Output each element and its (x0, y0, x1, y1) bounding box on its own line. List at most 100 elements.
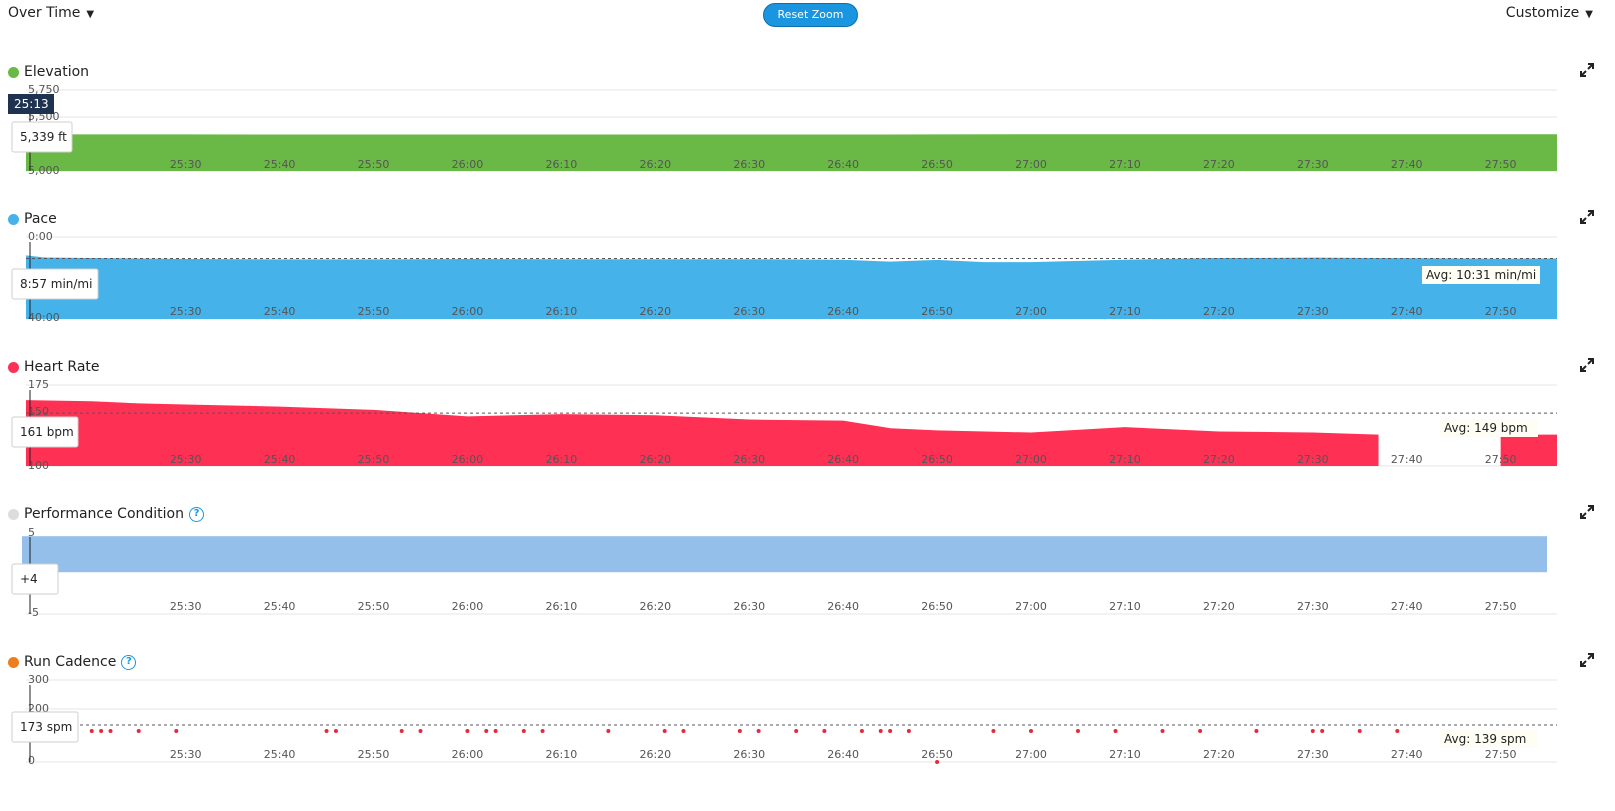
x-tick-label: 26:40 (827, 600, 859, 613)
x-tick-label: 27:00 (1015, 600, 1047, 613)
x-tick-label: 27:30 (1297, 748, 1329, 761)
x-tick-label: 27:20 (1203, 748, 1235, 761)
pace-chart[interactable]: 0:00 40:00 25:30 25:40 25:50 26:00 26:10 26:20 2… (0, 202, 1615, 352)
cadence-point (174, 729, 179, 733)
cadence-legend-dot (8, 656, 19, 668)
x-tick-label: 25:40 (264, 305, 296, 318)
x-tick-label: 27:20 (1203, 600, 1235, 613)
x-tick-label: 26:10 (546, 748, 578, 761)
y-tick-label: 300 (28, 673, 49, 686)
x-tick-label: 25:30 (170, 600, 202, 613)
x-tick-label: 26:30 (733, 305, 765, 318)
cursor-time-badge (8, 94, 54, 114)
expand-icon[interactable] (1579, 357, 1595, 373)
cadence-point (418, 729, 423, 733)
x-tick-label: 26:00 (452, 748, 484, 761)
x-tick-label: 26:30 (733, 158, 765, 171)
elevation-header: Elevation (8, 62, 89, 82)
x-tick-label: 25:40 (264, 748, 296, 761)
tooltip-box (11, 711, 79, 743)
top-toolbar: Over Time ▼ Reset Zoom Customize ▼ (0, 0, 1615, 30)
x-tick-label: 26:20 (639, 453, 671, 466)
view-mode-label: Over Time (8, 5, 81, 21)
pace-area (26, 255, 1557, 319)
tooltip-box (11, 268, 99, 300)
y-tick-label: -5 (28, 606, 39, 619)
caret-down-icon: ▼ (1585, 9, 1593, 20)
x-tick-label: 27:40 (1391, 748, 1423, 761)
x-tick-label: 25:50 (358, 600, 390, 613)
cadence-point (1029, 729, 1034, 733)
y-tick-label: 5 (28, 526, 35, 539)
cadence-point (1113, 729, 1118, 733)
cadence-point (1160, 729, 1165, 733)
tooltip-value: 161 bpm (20, 425, 74, 439)
expand-icon[interactable] (1579, 62, 1595, 78)
cadence-point (756, 729, 761, 733)
y-tick-label: 5,750 (28, 83, 60, 96)
elevation-panel: Elevation 5,750 5,500 5,000 25:30 25:40 25:50… (0, 55, 1615, 205)
x-tick-label: 27:20 (1203, 305, 1235, 318)
view-mode-dropdown[interactable]: Over Time ▼ (8, 5, 94, 21)
x-tick-label: 26:40 (827, 748, 859, 761)
x-tick-label: 26:10 (546, 600, 578, 613)
cadence-point (493, 729, 498, 733)
x-tick-label: 27:30 (1297, 453, 1329, 466)
expand-icon[interactable] (1579, 504, 1595, 520)
x-tick-label: 25:30 (170, 158, 202, 171)
x-tick-label: 27:10 (1109, 600, 1141, 613)
performance-chart[interactable]: 5 -5 25:30 25:40 25:50 26:00 26:10 26:20 26:30 26… (0, 497, 1615, 647)
heart-rate-chart[interactable]: 175 150 100 25:30 25:40 25:50 26:00 26:10 26:20 2… (0, 350, 1615, 500)
x-tick-label: 27:10 (1109, 453, 1141, 466)
expand-icon[interactable] (1579, 652, 1595, 668)
cadence-point (606, 729, 611, 733)
cadence-point (859, 729, 864, 733)
y-tick-label: 5,000 (28, 164, 60, 177)
expand-icon[interactable] (1579, 209, 1595, 225)
x-tick-label: 26:50 (921, 600, 953, 613)
question-icon[interactable]: ? (188, 506, 204, 522)
tooltip-value: 8:57 min/mi (20, 277, 92, 291)
performance-header: Performance Condition ? (8, 504, 204, 524)
cadence-point (737, 729, 742, 733)
panel-title: Heart Rate (24, 359, 100, 375)
reset-zoom-button[interactable]: Reset Zoom (763, 3, 858, 27)
panel-title: Elevation (24, 64, 90, 80)
cadence-panel: Run Cadence ? 300 200 0 25:30 25:40 25:50 26:0… (0, 645, 1615, 795)
cadence-point (1198, 729, 1203, 733)
cadence-point (822, 729, 827, 733)
x-tick-label: 27:20 (1203, 158, 1235, 171)
average-label: Avg: 139 spm (1444, 732, 1526, 746)
cadence-point (1310, 729, 1315, 733)
cadence-point (991, 729, 996, 733)
x-tick-label: 26:40 (827, 453, 859, 466)
tooltip-value: 173 spm (20, 720, 72, 734)
x-tick-label: 27:50 (1485, 600, 1517, 613)
x-tick-label: 26:10 (546, 305, 578, 318)
x-tick-label: 25:30 (170, 305, 202, 318)
cadence-point (1395, 729, 1400, 733)
average-label: Avg: 149 bpm (1444, 421, 1528, 435)
x-tick-label: 25:40 (264, 158, 296, 171)
heart-rate-panel: Heart Rate 175 150 100 25:30 25:40 25:50 26:00… (0, 350, 1615, 500)
cadence-point (1254, 729, 1259, 733)
cadence-point (662, 729, 667, 733)
question-icon[interactable]: ? (121, 654, 137, 670)
cadence-point (484, 729, 489, 733)
customize-dropdown[interactable]: Customize ▼ (1506, 5, 1593, 21)
performance-legend-dot (8, 508, 19, 520)
y-tick-label: 175 (28, 378, 49, 391)
cadence-point (324, 729, 329, 733)
x-tick-label: 27:00 (1015, 158, 1047, 171)
x-tick-label: 27:30 (1297, 158, 1329, 171)
y-tick-label: 150 (28, 405, 49, 418)
cadence-point (906, 729, 911, 733)
x-tick-label: 26:00 (452, 158, 484, 171)
cadence-point (399, 729, 404, 733)
tooltip-box (11, 416, 79, 448)
cadence-header: Run Cadence ? (8, 652, 137, 672)
x-tick-label: 27:00 (1015, 748, 1047, 761)
pace-legend-dot (8, 213, 19, 225)
